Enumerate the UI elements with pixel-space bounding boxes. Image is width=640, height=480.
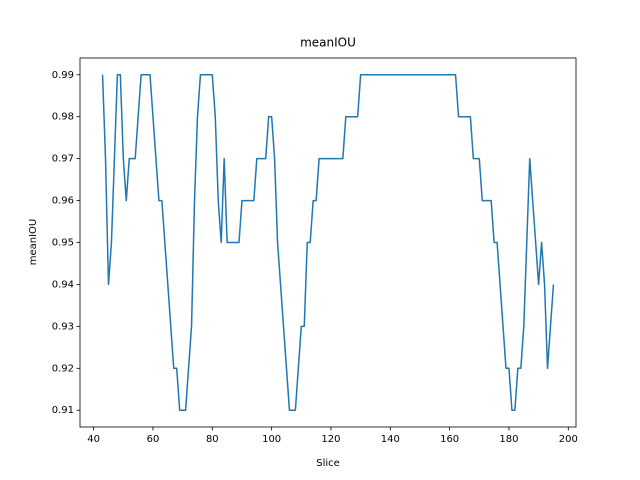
plot-frame — [79, 57, 577, 428]
x-tick-label: 40 — [87, 434, 100, 445]
y-tick-label: 0.98 — [52, 112, 74, 123]
x-tick-label: 100 — [262, 434, 281, 445]
y-tick-label: 0.99 — [52, 70, 74, 81]
y-tick-label: 0.91 — [52, 405, 74, 416]
x-axis-label: Slice — [316, 458, 340, 469]
data-line — [101, 74, 555, 411]
x-tick-label: 180 — [499, 434, 518, 445]
y-tick-label: 0.95 — [52, 238, 74, 249]
y-axis-label: meanIOU — [28, 219, 39, 266]
x-tick-label: 200 — [559, 434, 578, 445]
y-tick-label: 0.97 — [52, 154, 74, 165]
y-tick-label: 0.94 — [52, 279, 74, 290]
y-tick-label: 0.92 — [52, 363, 74, 374]
y-tick-label: 0.96 — [52, 196, 74, 207]
x-tick-label: 120 — [321, 434, 340, 445]
x-tick-label: 160 — [440, 434, 459, 445]
x-tick-label: 60 — [147, 434, 160, 445]
x-tick-label: 140 — [381, 434, 400, 445]
x-tick-label: 80 — [206, 434, 219, 445]
y-tick-label: 0.93 — [52, 321, 74, 332]
chart-title: meanIOU — [300, 36, 356, 50]
